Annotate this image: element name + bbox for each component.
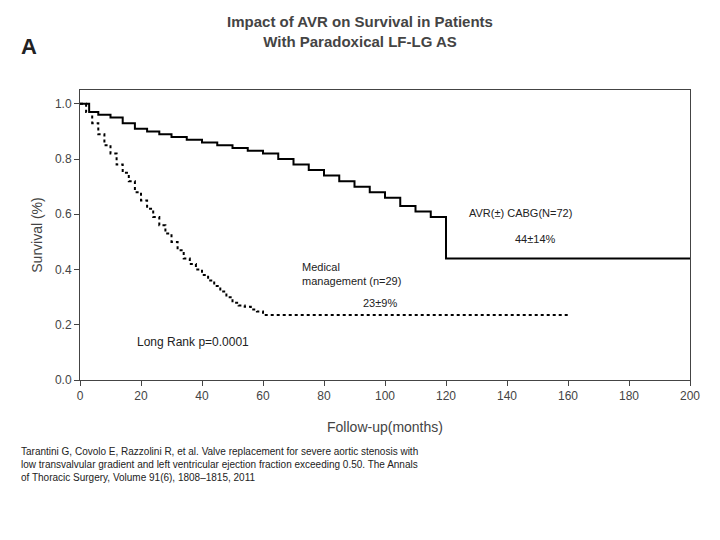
svg-text:0: 0 (77, 389, 84, 403)
svg-text:120: 120 (436, 389, 456, 403)
svg-text:0.2: 0.2 (55, 318, 72, 332)
svg-text:Tarantini G, Covolo E, Razzoli: Tarantini G, Covolo E, Razzolini R, et a… (21, 446, 418, 483)
svg-text:100: 100 (375, 389, 395, 403)
svg-text:Impact of AVR on Survival in P: Impact of AVR on Survival in PatientsWit… (227, 13, 493, 50)
svg-text:40: 40 (195, 389, 209, 403)
svg-text:0.8: 0.8 (55, 152, 72, 166)
svg-text:Medicalmanagement (n=29): Medicalmanagement (n=29) (302, 261, 401, 287)
svg-text:AVR(±) CABG(N=72): AVR(±) CABG(N=72) (469, 207, 572, 219)
svg-text:0.0: 0.0 (55, 373, 72, 387)
svg-text:Survival (%): Survival (%) (29, 197, 45, 272)
svg-text:44±14%: 44±14% (515, 233, 556, 245)
svg-text:60: 60 (256, 389, 270, 403)
svg-text:A: A (21, 34, 37, 59)
svg-text:80: 80 (317, 389, 331, 403)
svg-text:23±9%: 23±9% (363, 297, 397, 309)
svg-text:0.4: 0.4 (55, 263, 72, 277)
svg-text:0.6: 0.6 (55, 207, 72, 221)
svg-text:Follow-up(months): Follow-up(months) (327, 419, 443, 435)
svg-text:140: 140 (497, 389, 517, 403)
svg-text:160: 160 (558, 389, 578, 403)
svg-text:Long Rank p=0.0001: Long Rank p=0.0001 (137, 335, 249, 349)
svg-text:200: 200 (680, 389, 700, 403)
svg-text:1.0: 1.0 (55, 97, 72, 111)
svg-text:20: 20 (134, 389, 148, 403)
svg-text:180: 180 (619, 389, 639, 403)
